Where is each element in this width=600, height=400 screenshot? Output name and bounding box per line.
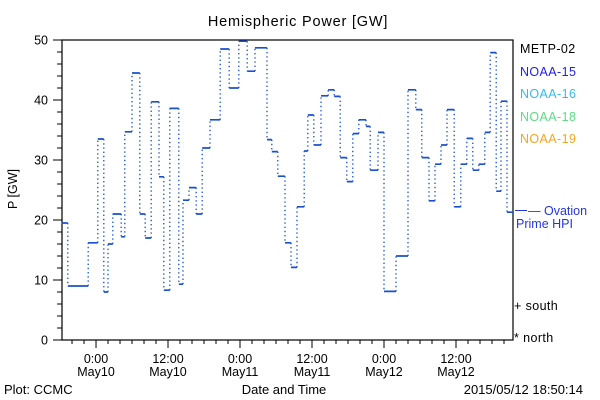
legend-item-metp02: METP-02: [520, 42, 576, 56]
north-hemisphere-marker-key: * north: [514, 331, 554, 345]
y-tick-label: 30: [34, 154, 48, 168]
x-tick-time-label: 12:00: [152, 352, 183, 366]
x-tick-date-label: May12: [437, 365, 475, 379]
y-axis-title: P [GW]: [6, 168, 20, 210]
chart-title: Hemispheric Power [GW]: [207, 14, 389, 30]
x-tick-time-label: 0:00: [84, 352, 108, 366]
south-hemisphere-marker-key: + south: [514, 299, 559, 313]
x-axis-title: Date and Time: [241, 382, 327, 397]
y-tick-label: 50: [34, 34, 48, 48]
plot-credit: Plot: CCMC: [4, 382, 73, 397]
y-tick-label: 10: [34, 274, 48, 288]
hpi-step-line: [61, 40, 513, 293]
y-tick-label: 40: [34, 94, 48, 108]
legend-item-noaa15: NOAA-15: [520, 65, 577, 79]
x-tick-time-label: 0:00: [228, 352, 252, 366]
plot-timestamp: 2015/05/12 18:50:14: [463, 382, 583, 397]
legend-item-noaa19: NOAA-19: [520, 132, 577, 146]
x-tick-date-label: May11: [294, 365, 331, 379]
hpi-connector-line: [67, 41, 508, 292]
x-tick-date-label: May12: [365, 365, 403, 379]
x-tick-time-label: 12:00: [440, 352, 471, 366]
legend-item-noaa18: NOAA-18: [520, 110, 577, 124]
x-tick-date-label: May11: [222, 365, 259, 379]
legend-item-noaa16: NOAA-16: [520, 87, 577, 101]
y-tick-label: 0: [41, 334, 48, 348]
x-tick-time-label: 0:00: [372, 352, 396, 366]
x-tick-date-label: May10: [77, 365, 115, 379]
x-tick-time-label: 12:00: [296, 352, 327, 366]
ovation-series-label-line2: Prime HPI: [516, 217, 573, 231]
ovation-series-dash: [515, 210, 527, 211]
ovation-series-label-line1: — Ovation: [528, 204, 588, 218]
x-tick-date-label: May10: [149, 365, 187, 379]
y-tick-label: 20: [34, 214, 48, 228]
plot-frame: [61, 39, 514, 341]
